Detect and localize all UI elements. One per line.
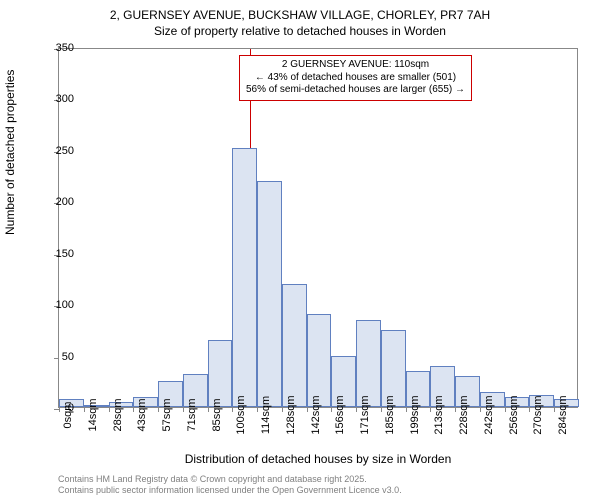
histogram-bar bbox=[307, 314, 332, 407]
annotation-line1: 2 GUERNSEY AVENUE: 110sqm bbox=[246, 59, 465, 72]
ytick-label: 350 bbox=[44, 42, 74, 54]
ytick-label: 250 bbox=[44, 145, 74, 157]
ytick-label: 50 bbox=[44, 351, 74, 363]
histogram-bar bbox=[282, 284, 307, 407]
xtick-mark bbox=[554, 407, 555, 412]
xtick-label: 242sqm bbox=[483, 395, 495, 434]
xtick-label: 85sqm bbox=[211, 398, 223, 431]
ytick-label: 300 bbox=[44, 93, 74, 105]
xtick-mark bbox=[133, 407, 134, 412]
xtick-mark bbox=[430, 407, 431, 412]
xtick-mark bbox=[183, 407, 184, 412]
xtick-label: 171sqm bbox=[359, 395, 371, 434]
chart-container: 2, GUERNSEY AVENUE, BUCKSHAW VILLAGE, CH… bbox=[0, 0, 600, 500]
title-line1: 2, GUERNSEY AVENUE, BUCKSHAW VILLAGE, CH… bbox=[0, 8, 600, 24]
xtick-mark bbox=[109, 407, 110, 412]
xtick-mark bbox=[282, 407, 283, 412]
xtick-label: 114sqm bbox=[260, 396, 272, 434]
xtick-label: 14sqm bbox=[87, 398, 99, 431]
histogram-bar bbox=[208, 340, 233, 407]
xtick-mark bbox=[158, 407, 159, 412]
xtick-mark bbox=[480, 407, 481, 412]
xtick-mark bbox=[455, 407, 456, 412]
xtick-mark bbox=[529, 407, 530, 412]
xtick-label: 284sqm bbox=[557, 395, 569, 434]
xtick-label: 128sqm bbox=[285, 395, 297, 434]
ytick-label: 150 bbox=[44, 248, 74, 260]
title-line2: Size of property relative to detached ho… bbox=[0, 24, 600, 40]
histogram-bar bbox=[232, 148, 257, 407]
ytick-label: 200 bbox=[44, 196, 74, 208]
xtick-label: 199sqm bbox=[409, 395, 421, 434]
y-axis-label: Number of detached properties bbox=[3, 70, 17, 235]
annotation-line3: 56% of semi-detached houses are larger (… bbox=[246, 84, 465, 97]
ytick-label: 0 bbox=[44, 402, 74, 414]
xtick-mark bbox=[381, 407, 382, 412]
xtick-label: 256sqm bbox=[508, 395, 520, 434]
annotation-line2: ← 43% of detached houses are smaller (50… bbox=[246, 72, 465, 85]
xtick-label: 213sqm bbox=[433, 395, 445, 434]
xtick-label: 228sqm bbox=[458, 395, 470, 434]
ytick-label: 100 bbox=[44, 299, 74, 311]
xtick-label: 43sqm bbox=[136, 398, 148, 431]
histogram-bar bbox=[257, 181, 282, 407]
xtick-label: 156sqm bbox=[334, 395, 346, 434]
xtick-label: 57sqm bbox=[161, 398, 173, 431]
histogram-bar bbox=[356, 320, 381, 407]
xtick-mark bbox=[208, 407, 209, 412]
xtick-mark bbox=[356, 407, 357, 412]
xtick-mark bbox=[505, 407, 506, 412]
x-axis-label: Distribution of detached houses by size … bbox=[58, 452, 578, 466]
xtick-label: 71sqm bbox=[186, 398, 198, 431]
xtick-mark bbox=[307, 407, 308, 412]
xtick-label: 142sqm bbox=[310, 395, 322, 434]
xtick-mark bbox=[84, 407, 85, 412]
chart-title: 2, GUERNSEY AVENUE, BUCKSHAW VILLAGE, CH… bbox=[0, 0, 600, 39]
xtick-mark bbox=[406, 407, 407, 412]
footer-line1: Contains HM Land Registry data © Crown c… bbox=[58, 474, 402, 485]
plot-area: 2 GUERNSEY AVENUE: 110sqm ← 43% of detac… bbox=[58, 48, 578, 408]
xtick-label: 28sqm bbox=[112, 398, 124, 431]
annotation-box: 2 GUERNSEY AVENUE: 110sqm ← 43% of detac… bbox=[239, 55, 472, 101]
footer-line2: Contains public sector information licen… bbox=[58, 485, 402, 496]
xtick-label: 100sqm bbox=[235, 395, 247, 434]
xtick-mark bbox=[257, 407, 258, 412]
xtick-label: 185sqm bbox=[384, 395, 396, 434]
xtick-label: 270sqm bbox=[532, 395, 544, 434]
xtick-mark bbox=[232, 407, 233, 412]
footer-attribution: Contains HM Land Registry data © Crown c… bbox=[58, 474, 402, 496]
xtick-mark bbox=[331, 407, 332, 412]
